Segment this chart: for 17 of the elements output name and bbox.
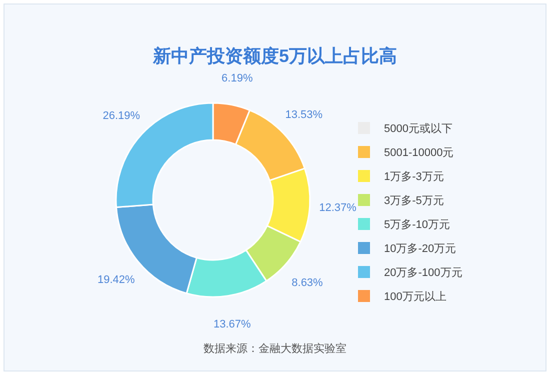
data-label: 12.37% <box>319 202 357 214</box>
legend-label: 100万元以上 <box>384 290 446 303</box>
chart-title: 新中产投资额度5万以上占比高 <box>152 46 398 66</box>
data-label: 6.19% <box>222 72 253 84</box>
data-label: 26.19% <box>102 110 140 122</box>
data-label: 19.42% <box>98 274 136 286</box>
legend-label: 5000元或以下 <box>384 122 452 135</box>
data-label: 8.63% <box>292 277 324 290</box>
legend-label: 10万多-20万元 <box>384 243 456 255</box>
data-label: 13.53% <box>285 109 323 122</box>
data-label: 13.67% <box>213 318 251 331</box>
legend-label: 3万多-5万元 <box>384 195 444 207</box>
legend-label: 1万多-3万元 <box>384 171 444 183</box>
legend-label: 5万多-10万元 <box>384 219 450 231</box>
legend-label: 5001-10000元 <box>384 147 454 159</box>
legend-label: 20万多-100万元 <box>384 267 462 279</box>
source-note: 数据来源：金融大数据实验室 <box>204 342 346 355</box>
